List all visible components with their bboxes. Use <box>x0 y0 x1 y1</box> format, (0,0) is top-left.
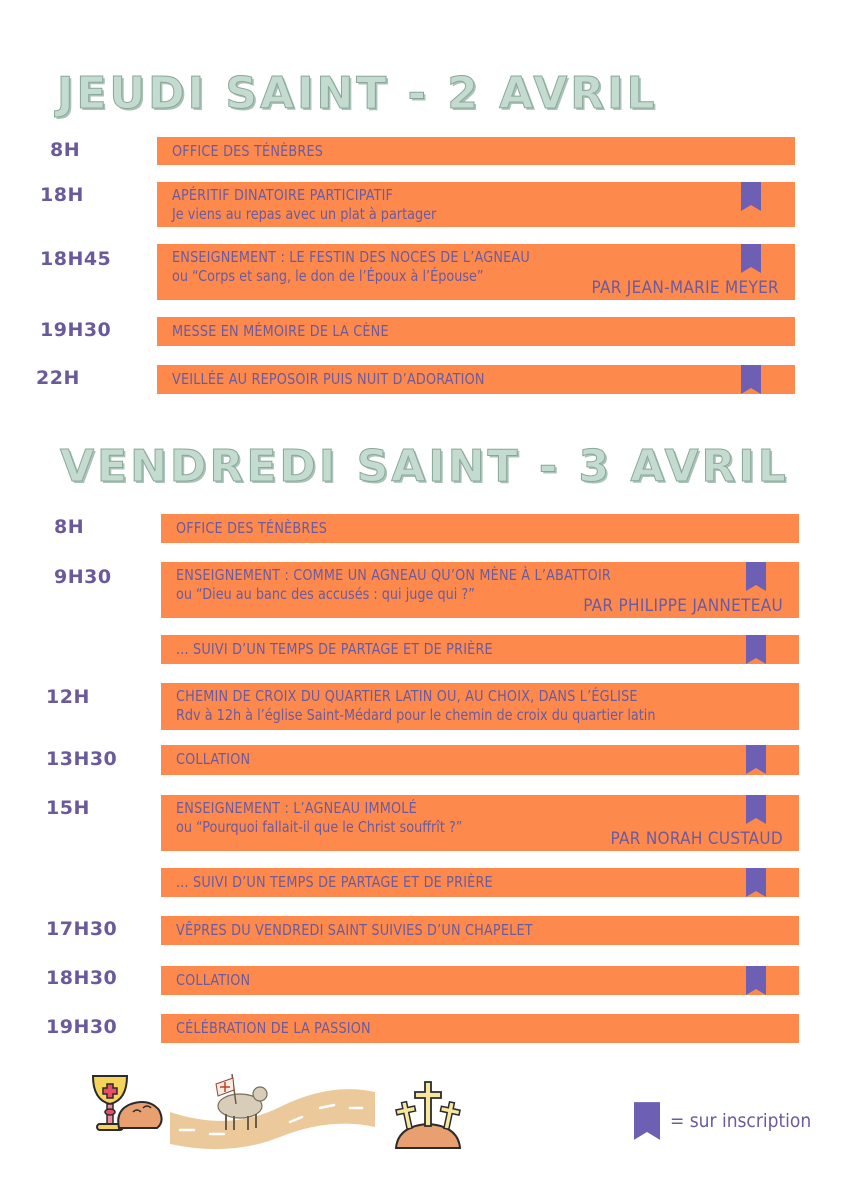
event-bar: ENSEIGNEMENT : COMME UN AGNEAU QU’ON MÈN… <box>161 562 799 618</box>
event-speaker: PAR NORAH CUSTAUD <box>610 829 783 849</box>
event-title: OFFICE DES TÉNÈBRES <box>176 519 328 537</box>
event-subtitle: Rdv à 12h à l’église Saint-Médard pour l… <box>176 706 656 724</box>
event-title: ... SUIVI D’UN TEMPS DE PARTAGE ET DE PR… <box>176 873 493 891</box>
lamb-on-road-illustration <box>170 1073 375 1150</box>
event-time: 8H <box>54 516 85 538</box>
event-bar: CHEMIN DE CROIX DU QUARTIER LATIN OU, AU… <box>161 683 799 730</box>
event-title: CHEMIN DE CROIX DU QUARTIER LATIN OU, AU… <box>176 687 638 705</box>
bookmark-icon <box>746 745 766 774</box>
event-title: CÉLÉBRATION DE LA PASSION <box>176 1019 371 1037</box>
event-title: APÉRITIF DINATOIRE PARTICIPATIF <box>172 186 394 204</box>
event-time: 22H <box>36 367 80 389</box>
event-time: 18H <box>40 184 84 206</box>
event-time: 8H <box>50 139 81 161</box>
bookmark-icon <box>741 365 761 394</box>
event-time: 19H30 <box>46 1016 118 1038</box>
event-bar: COLLATION <box>161 966 799 995</box>
event-subtitle: Je viens au repas avec un plat à partage… <box>172 205 437 223</box>
three-crosses-icon <box>394 1081 462 1149</box>
bookmark-icon <box>746 966 766 995</box>
bookmark-icon <box>746 795 766 824</box>
event-bar: OFFICE DES TÉNÈBRES <box>157 137 795 165</box>
bookmark-icon <box>634 1102 660 1140</box>
event-bar: VEILLÉE AU REPOSOIR PUIS NUIT D’ADORATIO… <box>157 365 795 394</box>
day-title-jeudi: JEUDI SAINT - 2 AVRIL <box>57 68 658 119</box>
event-time: 9H30 <box>54 566 112 588</box>
event-time: 19H30 <box>40 319 112 341</box>
event-bar: OFFICE DES TÉNÈBRES <box>161 514 799 543</box>
event-title: ENSEIGNEMENT : LE FESTIN DES NOCES DE L’… <box>172 248 530 266</box>
event-bar: ... SUIVI D’UN TEMPS DE PARTAGE ET DE PR… <box>161 868 799 897</box>
event-subtitle: ou “Dieu au banc des accusés : qui juge … <box>176 585 475 603</box>
event-time: 15H <box>46 797 90 819</box>
event-speaker: PAR PHILIPPE JANNETEAU <box>583 596 783 616</box>
event-time: 18H30 <box>46 967 118 989</box>
event-title: OFFICE DES TÉNÈBRES <box>172 142 324 160</box>
event-subtitle: ou “Corps et sang, le don de l’Époux à l… <box>172 267 484 285</box>
event-time: 17H30 <box>46 918 118 940</box>
bookmark-icon <box>746 635 766 664</box>
event-bar: COLLATION <box>161 745 799 775</box>
event-bar: CÉLÉBRATION DE LA PASSION <box>161 1014 799 1043</box>
event-bar: ENSEIGNEMENT : L’AGNEAU IMMOLÉ ou “Pourq… <box>161 795 799 851</box>
bookmark-icon <box>746 562 766 591</box>
event-time: 13H30 <box>46 748 118 770</box>
bookmark-icon <box>741 244 761 273</box>
event-bar: VÊPRES DU VENDREDI SAINT SUIVIES D’UN CH… <box>161 916 799 945</box>
bookmark-icon <box>741 182 761 211</box>
event-bar: APÉRITIF DINATOIRE PARTICIPATIF Je viens… <box>157 182 795 227</box>
event-title: ENSEIGNEMENT : COMME UN AGNEAU QU’ON MÈN… <box>176 566 612 584</box>
event-title: MESSE EN MÉMOIRE DE LA CÈNE <box>172 322 389 340</box>
event-bar: ... SUIVI D’UN TEMPS DE PARTAGE ET DE PR… <box>161 635 799 664</box>
event-time: 12H <box>46 686 90 708</box>
bookmark-icon <box>746 868 766 897</box>
day-title-vendredi: VENDREDI SAINT - 3 AVRIL <box>60 441 789 492</box>
event-time: 18H45 <box>40 248 112 270</box>
event-bar: ENSEIGNEMENT : LE FESTIN DES NOCES DE L’… <box>157 244 795 300</box>
event-title: COLLATION <box>176 750 251 768</box>
event-title: ENSEIGNEMENT : L’AGNEAU IMMOLÉ <box>176 799 417 817</box>
event-title: ... SUIVI D’UN TEMPS DE PARTAGE ET DE PR… <box>176 640 493 658</box>
event-bar: MESSE EN MÉMOIRE DE LA CÈNE <box>157 317 795 346</box>
event-title: VEILLÉE AU REPOSOIR PUIS NUIT D’ADORATIO… <box>172 370 485 388</box>
event-title: COLLATION <box>176 971 251 989</box>
legend-label: = sur inscription <box>670 1110 812 1132</box>
event-speaker: PAR JEAN-MARIE MEYER <box>591 278 779 298</box>
chalice-bread-icon <box>91 1075 163 1131</box>
event-title: VÊPRES DU VENDREDI SAINT SUIVIES D’UN CH… <box>176 921 533 939</box>
legend: = sur inscription <box>634 1102 811 1140</box>
event-subtitle: ou “Pourquoi fallait-il que le Christ so… <box>176 818 463 836</box>
